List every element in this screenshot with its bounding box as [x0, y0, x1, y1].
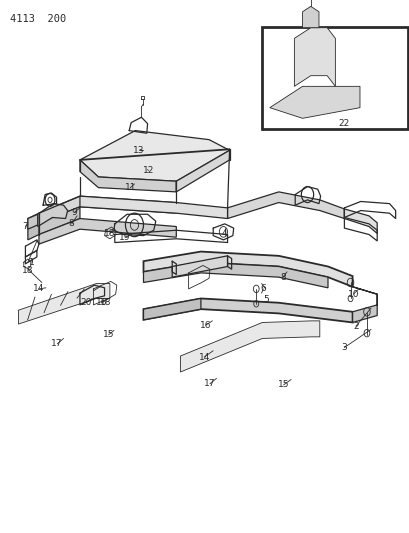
Text: 13: 13: [133, 146, 144, 155]
Text: 16: 16: [200, 321, 211, 329]
Text: 9: 9: [72, 208, 77, 216]
Polygon shape: [180, 321, 319, 372]
Text: 18: 18: [100, 298, 111, 307]
Polygon shape: [143, 252, 352, 287]
Polygon shape: [269, 86, 359, 118]
Polygon shape: [302, 6, 318, 28]
Polygon shape: [39, 207, 80, 235]
Text: 4: 4: [221, 229, 227, 238]
Text: 10: 10: [347, 290, 358, 298]
Text: 3: 3: [341, 343, 346, 352]
Text: 5: 5: [262, 295, 268, 304]
Polygon shape: [80, 196, 227, 219]
Text: 8: 8: [69, 220, 74, 228]
Text: 15: 15: [103, 330, 114, 339]
Text: 20: 20: [80, 298, 92, 307]
Polygon shape: [172, 256, 227, 277]
Text: 17: 17: [51, 340, 62, 348]
Text: 4113  200: 4113 200: [10, 14, 66, 25]
Polygon shape: [28, 213, 39, 240]
Text: 8: 8: [279, 273, 285, 281]
Text: 6: 6: [260, 285, 265, 293]
Polygon shape: [28, 214, 38, 229]
Polygon shape: [143, 298, 200, 320]
Polygon shape: [352, 287, 376, 322]
Polygon shape: [344, 209, 376, 233]
Polygon shape: [18, 284, 110, 324]
Polygon shape: [80, 131, 229, 181]
Polygon shape: [143, 298, 352, 322]
Text: 1: 1: [29, 258, 35, 266]
Polygon shape: [39, 219, 176, 244]
Polygon shape: [143, 262, 327, 288]
Bar: [261, 27, 407, 129]
Text: 2: 2: [352, 322, 358, 330]
Text: 12: 12: [142, 166, 154, 175]
Polygon shape: [38, 204, 67, 227]
Polygon shape: [39, 196, 176, 223]
Polygon shape: [176, 150, 229, 192]
Text: 15: 15: [277, 381, 289, 389]
Polygon shape: [294, 28, 335, 86]
Polygon shape: [80, 160, 176, 192]
Text: 14: 14: [198, 353, 209, 361]
Text: 14: 14: [33, 285, 45, 293]
Text: 16: 16: [96, 298, 107, 307]
Text: 11: 11: [124, 183, 136, 192]
Text: 17: 17: [204, 379, 215, 388]
Text: 18: 18: [22, 266, 34, 275]
Text: 21: 21: [289, 101, 300, 110]
Text: 18: 18: [104, 229, 115, 238]
Text: 7: 7: [22, 222, 28, 231]
Text: 22: 22: [338, 119, 349, 128]
Polygon shape: [227, 192, 344, 219]
Text: 19: 19: [119, 233, 130, 241]
